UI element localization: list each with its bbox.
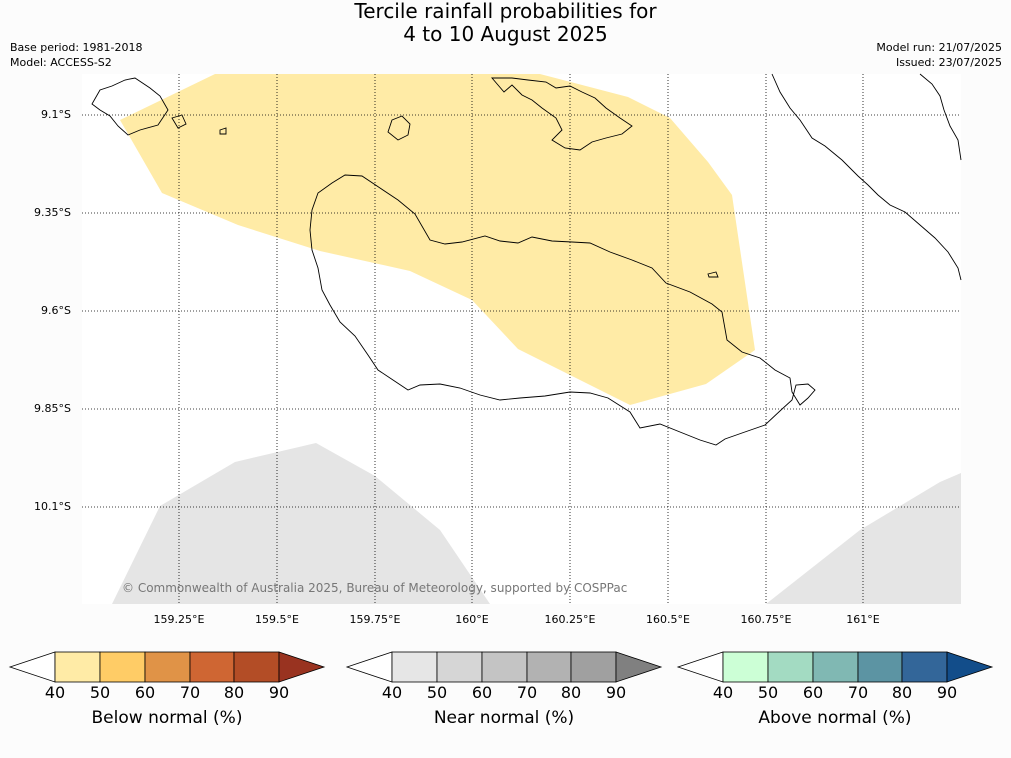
colorbar-above-swatch [767, 651, 814, 683]
colorbar-below-swatch [54, 651, 101, 683]
colorbar-tick: 70 [179, 683, 201, 702]
colorbar-tick: 90 [605, 683, 627, 702]
lat-label: 9.85°S [34, 402, 71, 415]
island-coastline-malaita [771, 73, 962, 281]
metadata-left: Base period: 1981-2018 Model: ACCESS-S2 [10, 40, 142, 70]
colorbar-near-swatch [570, 651, 617, 683]
colorbar-near-swatch [481, 651, 528, 683]
issued-date: Issued: 23/07/2025 [895, 56, 1002, 69]
colorbar-tick: 50 [89, 683, 111, 702]
colorbar-above-low-extension [676, 651, 724, 683]
lon-label: 160.5°E [646, 613, 690, 626]
lon-label: 159.75°E [349, 613, 401, 626]
colorbar-below-high-extension [278, 651, 326, 683]
colorbar-below-low-extension [8, 651, 56, 683]
colorbar-tick: 70 [847, 683, 869, 702]
lat-label: 9.6°S [41, 304, 71, 317]
colorbar-above-swatch [901, 651, 948, 683]
colorbar-tick: 40 [381, 683, 403, 702]
colorbar-tick: 60 [134, 683, 156, 702]
colorbar-near-swatch [436, 651, 483, 683]
colorbar-near-high-extension [615, 651, 663, 683]
colorbar-tick: 80 [891, 683, 913, 702]
colorbar-above-swatch [722, 651, 769, 683]
colorbar-tick: 70 [516, 683, 538, 702]
colorbar-below-swatch [99, 651, 146, 683]
island-coastline-main [309, 174, 816, 446]
near-normal-region-southwest [112, 443, 490, 604]
lat-label: 10.1°S [34, 500, 71, 513]
graticule [82, 74, 961, 604]
colorbar-near-swatch [391, 651, 438, 683]
map-title: Tercile rainfall probabilities for 4 to … [0, 0, 1011, 46]
title-line-2: 4 to 10 August 2025 [403, 22, 608, 46]
lon-label: 160.25°E [544, 613, 596, 626]
colorbar-near-normal [345, 651, 663, 683]
colorbar-tick: 80 [560, 683, 582, 702]
copyright-notice: © Commonwealth of Australia 2025, Bureau… [122, 581, 628, 595]
island-coastline-russell [91, 77, 169, 136]
lon-label: 160°E [455, 613, 489, 626]
title-line-1: Tercile rainfall probabilities for [354, 0, 657, 23]
colorbar-below-swatch [144, 651, 191, 683]
colorbar-tick: 40 [712, 683, 734, 702]
model-name: Model: ACCESS-S2 [10, 56, 112, 69]
colorbar-label-below-normal: Below normal (%) [91, 708, 243, 728]
base-period: Base period: 1981-2018 [10, 41, 143, 54]
island-coastline-malaita-east [919, 73, 962, 161]
colorbar-above-high-extension [946, 651, 994, 683]
island-coastline-savo [387, 115, 411, 141]
lon-label: 161°E [846, 613, 880, 626]
colorbar-above-swatch [857, 651, 903, 683]
island-coastline-small-2 [219, 127, 227, 135]
lon-label: 159.25°E [153, 613, 205, 626]
colorbar-tick: 90 [268, 683, 290, 702]
metadata-right: Model run: 21/07/2025 Issued: 23/07/2025 [876, 40, 1002, 70]
colorbar-near-swatch [526, 651, 572, 683]
colorbar-below-swatch [233, 651, 280, 683]
colorbar-below-swatch [189, 651, 235, 683]
model-run: Model run: 21/07/2025 [876, 41, 1002, 54]
colorbar-above-swatch [812, 651, 859, 683]
colorbar-below-normal [8, 651, 326, 683]
island-coastline-florida [491, 77, 633, 151]
lon-label: 160.75°E [740, 613, 792, 626]
colorbar-tick: 80 [223, 683, 245, 702]
lat-label: 9.35°S [34, 206, 71, 219]
colorbar-tick: 60 [802, 683, 824, 702]
island-coastline-small-3 [707, 271, 719, 278]
colorbar-label-near-normal: Near normal (%) [433, 708, 575, 728]
below-normal-region [120, 74, 755, 405]
colorbar-tick: 50 [426, 683, 448, 702]
colorbar-label-above-normal: Above normal (%) [758, 708, 912, 728]
colorbar-tick: 60 [471, 683, 493, 702]
colorbar-tick: 90 [936, 683, 958, 702]
lon-label: 159.5°E [255, 613, 299, 626]
near-normal-region-southeast [766, 473, 961, 604]
colorbar-near-low-extension [345, 651, 393, 683]
lat-label: 9.1°S [41, 108, 71, 121]
colorbar-above-normal [676, 651, 994, 683]
colorbar-tick: 40 [44, 683, 66, 702]
colorbar-tick: 50 [757, 683, 779, 702]
